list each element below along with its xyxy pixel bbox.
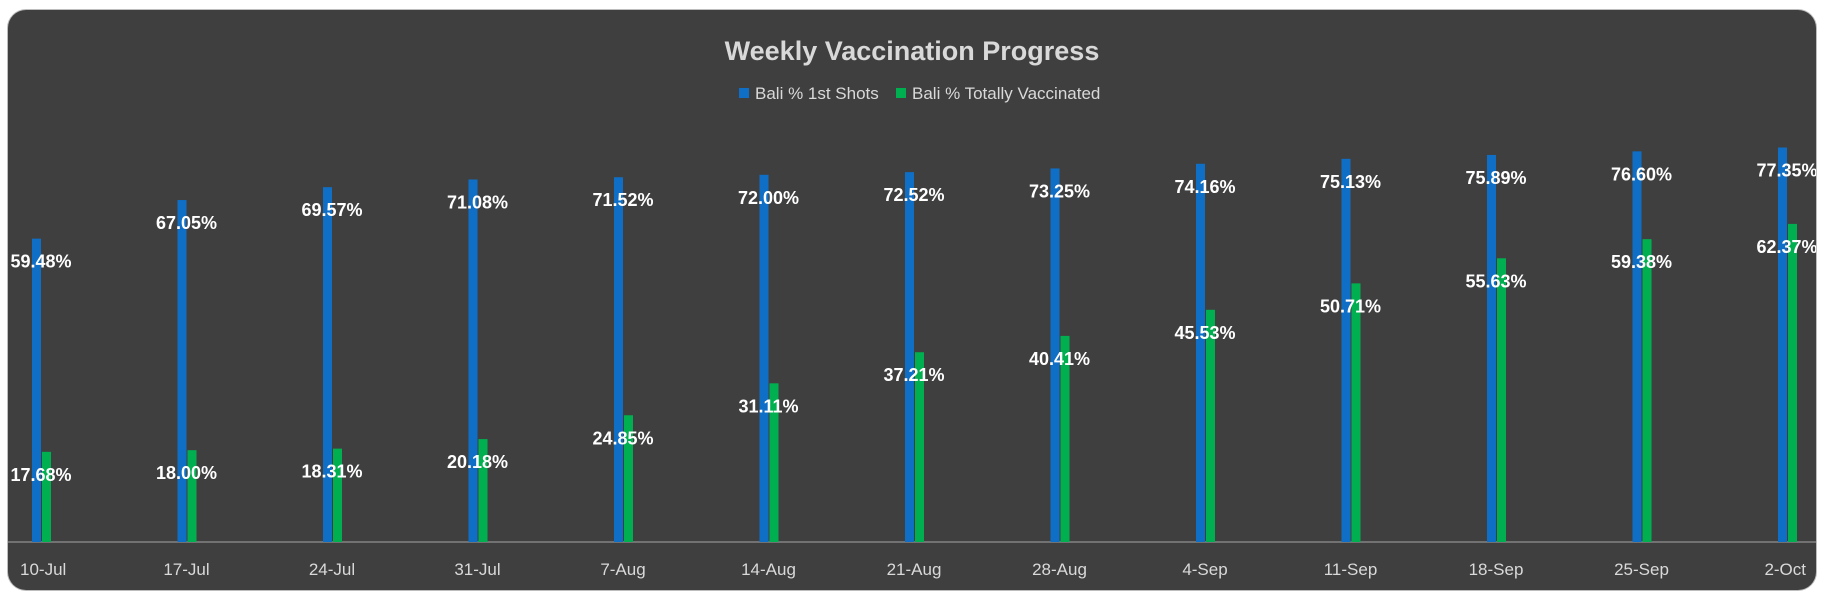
bar-first-shots: [759, 174, 769, 543]
bar-first-shots: [614, 177, 623, 543]
bar-totally-vaccinated: [915, 352, 924, 542]
x-tick-label: 28-Aug: [1032, 560, 1087, 579]
data-label-totally-vaccinated: 45.53%: [1174, 323, 1235, 343]
data-label-totally-vaccinated: 59.38%: [1611, 252, 1672, 272]
data-label-totally-vaccinated: 31.11%: [738, 396, 798, 416]
bar-totally-vaccinated: [1351, 283, 1361, 542]
x-tick-label: 31-Jul: [454, 560, 500, 579]
data-label-first-shots: 72.52%: [883, 185, 944, 205]
data-label-totally-vaccinated: 62.37%: [1756, 237, 1816, 257]
bar-totally-vaccinated: [1788, 223, 1797, 542]
data-label-first-shots: 74.16%: [1174, 177, 1235, 197]
chart-title: Weekly Vaccination Progress: [725, 36, 1100, 66]
bar-first-shots: [32, 238, 41, 543]
bar-totally-vaccinated: [333, 448, 342, 542]
data-label-totally-vaccinated: 50.71%: [1320, 296, 1381, 316]
bar-first-shots: [1196, 163, 1205, 542]
bar-first-shots: [1632, 151, 1642, 542]
bar-first-shots: [323, 187, 332, 542]
bar-first-shots: [1341, 158, 1351, 542]
data-label-first-shots: 75.13%: [1320, 172, 1381, 192]
x-tick-label: 21-Aug: [887, 560, 942, 579]
bar-totally-vaccinated: [42, 451, 51, 542]
data-label-totally-vaccinated: 17.68%: [10, 465, 71, 485]
data-label-first-shots: 76.60%: [1611, 164, 1672, 184]
legend-swatch-first-shots: [739, 88, 749, 98]
data-label-first-shots: 59.48%: [10, 252, 71, 272]
data-label-first-shots: 69.57%: [301, 200, 362, 220]
bar-totally-vaccinated: [478, 439, 488, 542]
bar-totally-vaccinated: [1206, 309, 1215, 542]
bar-totally-vaccinated: [187, 450, 197, 542]
data-label-first-shots: 75.89%: [1465, 168, 1526, 188]
legend-swatch-totally-vaccinated: [896, 88, 906, 98]
bar-first-shots: [1778, 147, 1787, 542]
bar-first-shots: [1487, 154, 1496, 542]
data-label-first-shots: 67.05%: [156, 213, 217, 233]
data-label-first-shots: 73.25%: [1029, 181, 1090, 201]
bar-first-shots: [905, 172, 914, 542]
chart-legend: Bali % 1st Shots Bali % Totally Vaccinat…: [739, 84, 1100, 103]
data-label-first-shots: 71.52%: [592, 190, 653, 210]
bar-totally-vaccinated: [1642, 239, 1652, 543]
data-label-totally-vaccinated: 40.41%: [1029, 349, 1090, 369]
chart-card: Weekly Vaccination Progress Bali % 1st S…: [8, 10, 1816, 590]
x-tick-label: 4-Sep: [1182, 560, 1227, 579]
x-axis-tick-labels: 10-Jul 17-Jul 24-Jul 31-Jul 7-Aug 14-Aug 21-Au…: [20, 560, 1806, 579]
data-label-totally-vaccinated: 18.00%: [156, 463, 217, 483]
bar-totally-vaccinated: [1497, 258, 1506, 542]
bar-first-shots: [177, 200, 187, 543]
legend-label-totally-vaccinated: Bali % Totally Vaccinated: [912, 84, 1100, 103]
data-label-totally-vaccinated: 55.63%: [1465, 271, 1526, 291]
vaccination-chart: Weekly Vaccination Progress Bali % 1st S…: [8, 36, 1816, 579]
x-tick-label: 7-Aug: [600, 560, 645, 579]
data-label-first-shots: 71.08%: [447, 192, 508, 212]
bar-marks: [32, 147, 1797, 543]
data-labels: 59.48% 17.68% 67.05% 18.00% 69.57% 18.31% 71.0…: [10, 161, 1816, 485]
data-label-first-shots: 77.35%: [1756, 161, 1816, 181]
legend-label-first-shots: Bali % 1st Shots: [755, 84, 879, 103]
x-tick-label: 14-Aug: [741, 560, 796, 579]
bar-first-shots: [1050, 168, 1060, 543]
x-tick-label: 18-Sep: [1469, 560, 1524, 579]
data-label-first-shots: 72.00%: [738, 188, 799, 208]
bar-totally-vaccinated: [1060, 335, 1070, 542]
bar-totally-vaccinated: [769, 383, 779, 542]
bar-first-shots: [468, 179, 478, 542]
x-tick-label: 11-Sep: [1324, 560, 1378, 579]
data-label-totally-vaccinated: 18.31%: [301, 462, 362, 482]
x-tick-label: 10-Jul: [20, 560, 66, 579]
x-tick-label: 17-Jul: [163, 560, 209, 579]
x-tick-label: 2-Oct: [1764, 560, 1806, 579]
bar-totally-vaccinated: [624, 415, 633, 542]
data-label-totally-vaccinated: 24.85%: [592, 428, 653, 448]
x-tick-label: 24-Jul: [309, 560, 355, 579]
x-tick-label: 25-Sep: [1614, 560, 1669, 579]
data-label-totally-vaccinated: 20.18%: [447, 452, 508, 472]
data-label-totally-vaccinated: 37.21%: [883, 365, 944, 385]
